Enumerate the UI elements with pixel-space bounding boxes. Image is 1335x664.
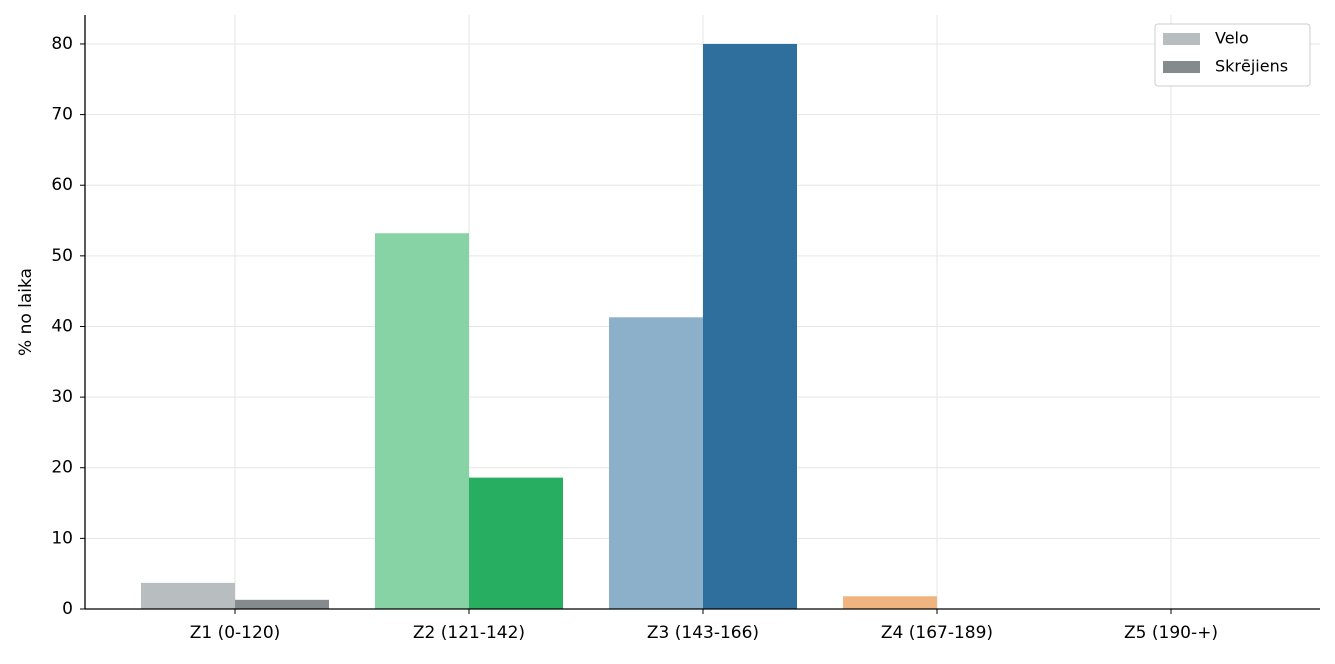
bar — [469, 477, 563, 609]
x-tick-label: Z1 (0-120) — [190, 623, 281, 643]
y-tick-label: 0 — [62, 599, 73, 619]
bar — [843, 596, 937, 609]
x-tick-label: Z3 (143-166) — [647, 623, 759, 643]
y-axis-label: % no laika — [16, 268, 36, 356]
y-tick-label: 10 — [51, 528, 73, 548]
bar — [703, 43, 797, 610]
legend-label: Velo — [1215, 29, 1249, 48]
x-tick-label: Z2 (121-142) — [413, 623, 525, 643]
bar — [235, 599, 329, 609]
y-tick-label: 70 — [51, 105, 73, 125]
bar — [141, 582, 235, 609]
x-tick-label: Z5 (190-+) — [1124, 623, 1218, 643]
y-tick-label: 40 — [51, 316, 73, 336]
x-tick-label: Z4 (167-189) — [881, 623, 993, 643]
y-tick-label: 60 — [51, 175, 73, 195]
legend-swatch — [1163, 61, 1200, 73]
legend-swatch — [1163, 33, 1200, 45]
legend-label: Skrējiens — [1215, 57, 1288, 76]
y-tick-label: 30 — [51, 387, 73, 407]
bar — [375, 233, 469, 610]
y-tick-label: 80 — [51, 34, 73, 54]
y-tick-label: 20 — [51, 458, 73, 478]
y-tick-label: 50 — [51, 246, 73, 266]
bar — [609, 317, 703, 609]
